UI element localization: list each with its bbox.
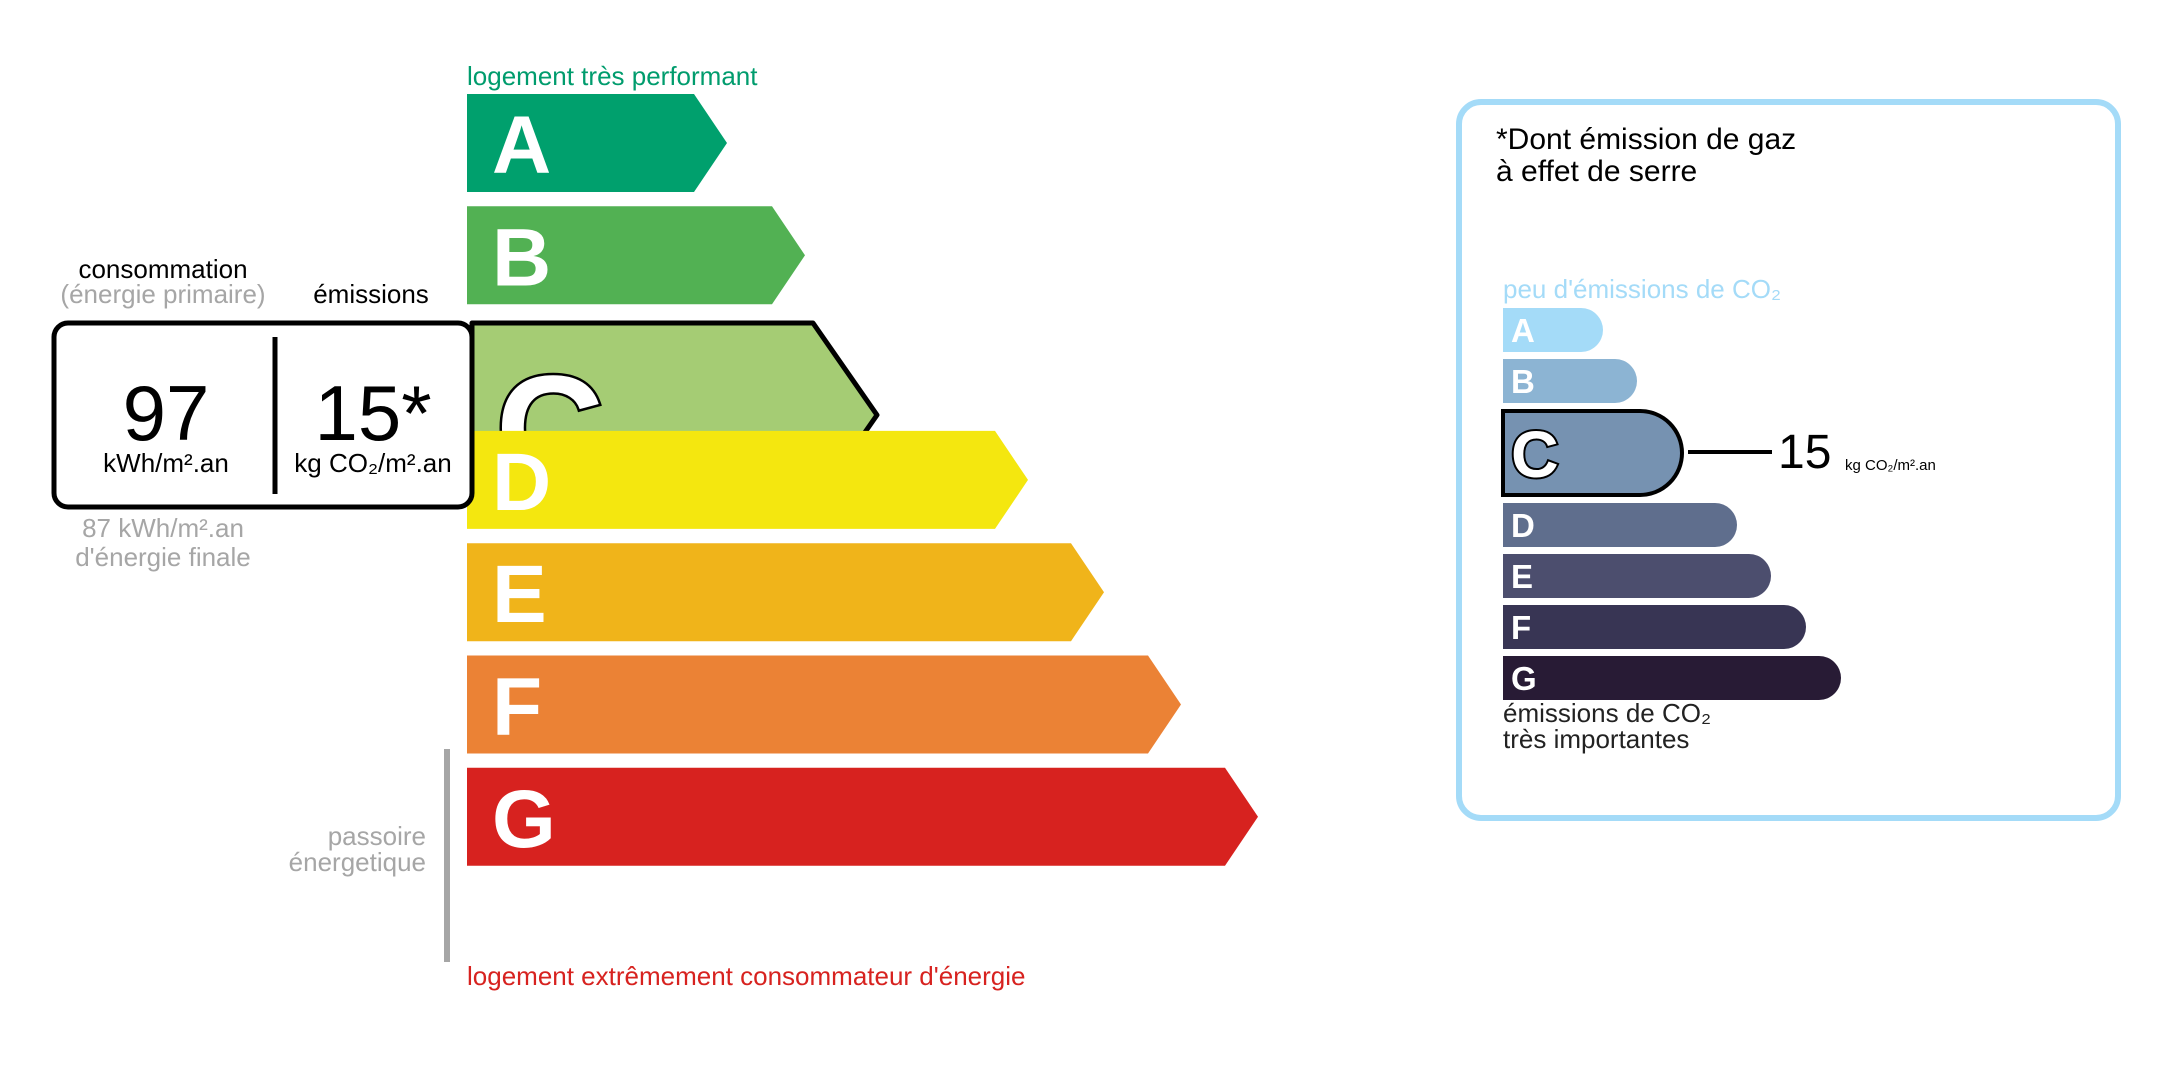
passoire-label-line2: énergetique: [289, 847, 426, 877]
energy-top-label: logement très performant: [467, 61, 758, 91]
emissions-value: 15*: [314, 369, 431, 457]
ges-class-f-letter: F: [1511, 609, 1531, 646]
ges-class-c-letter: C: [1511, 417, 1559, 491]
energy-class-a-letter: A: [492, 100, 551, 191]
ges-class-a-letter: A: [1511, 312, 1535, 349]
ges-class-b-letter: B: [1511, 363, 1535, 400]
energy-bottom-label: logement extrêmement consommateur d'éner…: [467, 961, 1025, 991]
ges-bottom-label-line1: émissions de CO₂: [1503, 698, 1711, 728]
ges-top-label: peu d'émissions de CO₂: [1503, 274, 1781, 304]
ges-class-b-bar: [1503, 359, 1637, 403]
consumption-unit: kWh/m².an: [103, 448, 229, 478]
energy-class-g-arrow: [467, 767, 1258, 866]
ges-title-line1: *Dont émission de gaz: [1496, 123, 1796, 156]
ges-class-d-letter: D: [1511, 507, 1535, 544]
ges-bottom-label-line2: très importantes: [1503, 724, 1689, 754]
consumption-title: consommation: [78, 254, 247, 284]
energy-class-d-arrow: [467, 430, 1028, 529]
energy-class-f-arrow: [467, 655, 1181, 754]
ges-class-e-letter: E: [1511, 558, 1533, 595]
energy-class-f-letter: F: [492, 662, 542, 753]
final-energy-label: d'énergie finale: [75, 542, 251, 572]
consumption-value: 97: [123, 369, 210, 457]
ges-unit: kg CO₂/m².an: [1845, 457, 1936, 474]
ges-class-g-letter: G: [1511, 660, 1537, 697]
ges-class-c-bar: [1501, 409, 1684, 497]
ges-class-g-bar: [1503, 656, 1841, 700]
ges-value: 15: [1778, 426, 1831, 479]
energy-class-a-arrow: [467, 94, 727, 192]
emissions-unit: kg CO₂/m².an: [294, 448, 451, 478]
final-energy-value: 87 kWh/m².an: [82, 513, 244, 543]
consumption-subtitle: (énergie primaire): [60, 279, 265, 309]
energy-class-e-letter: E: [492, 549, 547, 640]
ges-class-e-bar: [1503, 554, 1771, 598]
energy-class-b-letter: B: [492, 212, 551, 303]
ges-title-line2: à effet de serre: [1496, 155, 1697, 188]
energy-class-d-letter: D: [492, 437, 551, 528]
ges-class-f-bar: [1503, 605, 1806, 649]
emissions-title: émissions: [313, 279, 429, 309]
energy-class-e-arrow: [467, 543, 1104, 642]
ges-class-d-bar: [1503, 503, 1737, 547]
ges-panel: *Dont émission de gaz à effet de serre p…: [1456, 99, 2121, 821]
consumption-box: [51, 320, 475, 510]
passoire-label-line1: passoire: [328, 821, 426, 851]
energy-class-b-arrow: [467, 206, 805, 305]
ges-class-a-bar: [1503, 308, 1603, 352]
energy-class-g-letter: G: [492, 774, 556, 865]
